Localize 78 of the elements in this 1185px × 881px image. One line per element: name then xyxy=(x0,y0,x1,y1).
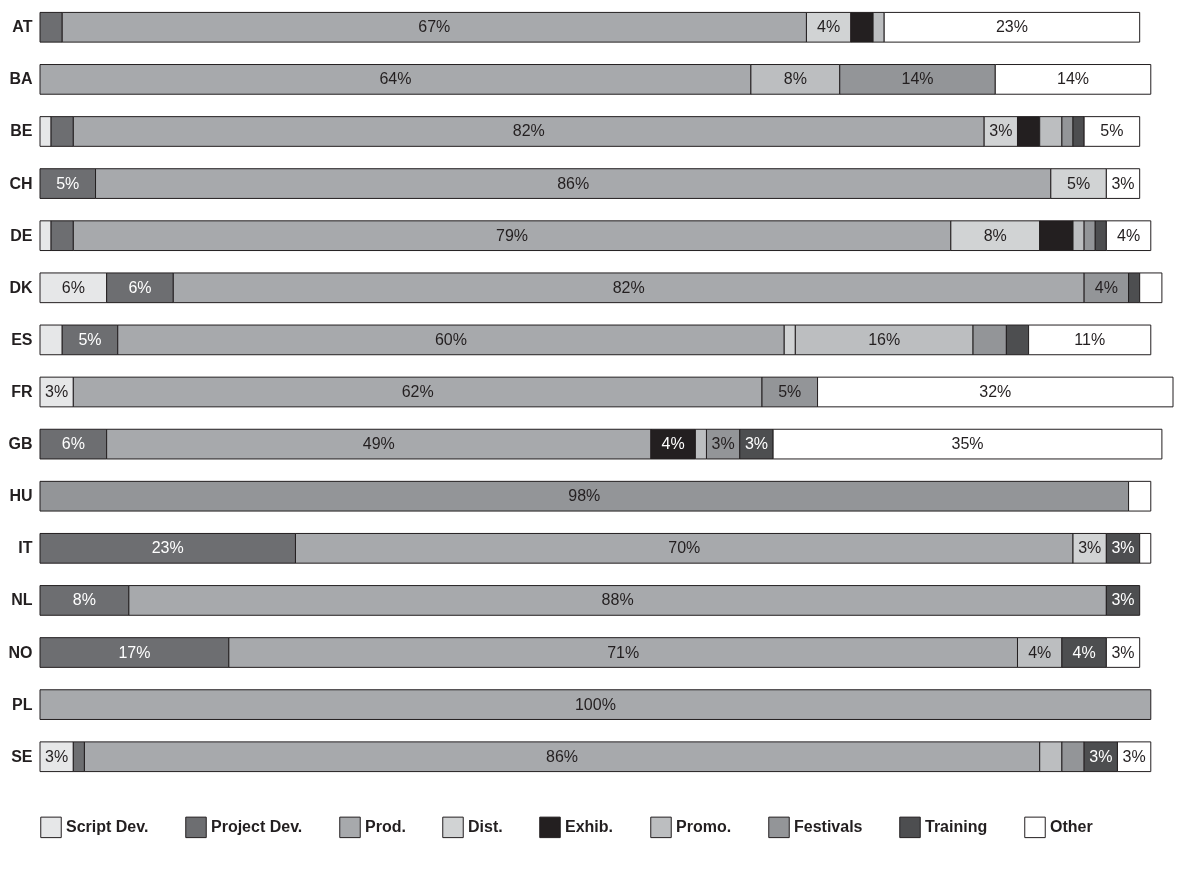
legend-label: Exhib. xyxy=(565,818,614,836)
data-label: 4% xyxy=(1028,643,1052,661)
data-label: 4% xyxy=(1117,226,1141,244)
data-label: 100% xyxy=(574,695,616,713)
y-tick-label: DE xyxy=(10,226,33,244)
data-label: 67% xyxy=(418,18,451,36)
legend-label: Training xyxy=(925,818,988,836)
y-tick-label: PL xyxy=(12,695,33,713)
data-label: 6% xyxy=(61,435,85,453)
legend-label: Other xyxy=(1050,818,1093,836)
data-label: 3% xyxy=(1089,747,1113,765)
data-label: 5% xyxy=(78,330,102,348)
data-label: 3% xyxy=(1111,539,1135,557)
data-label: 3% xyxy=(1078,539,1102,557)
data-label: 4% xyxy=(1072,643,1096,661)
data-label: 11% xyxy=(1074,330,1106,348)
data-label: 3% xyxy=(1111,643,1135,661)
data-label: 62% xyxy=(401,383,434,400)
legend-label: Project Dev. xyxy=(211,818,303,836)
data-label: 82% xyxy=(512,122,545,140)
data-label: 70% xyxy=(668,539,701,557)
data-label: 4% xyxy=(661,435,685,453)
data-label: 49% xyxy=(362,435,395,453)
data-label: 5% xyxy=(56,174,80,192)
data-label: 4% xyxy=(1094,278,1118,296)
y-tick-label: IT xyxy=(18,539,33,557)
y-tick-label: CH xyxy=(9,174,33,192)
data-label: 3% xyxy=(711,435,735,453)
y-tick-label: ES xyxy=(11,330,33,348)
y-tick-label: GB xyxy=(8,435,33,453)
data-label: 3% xyxy=(1111,174,1135,192)
y-tick-label: AT xyxy=(12,18,33,36)
legend-label: Dist. xyxy=(468,818,503,836)
data-label: 88% xyxy=(601,591,634,609)
data-label: 6% xyxy=(128,278,152,296)
y-tick-label: FR xyxy=(11,383,33,400)
data-label: 16% xyxy=(868,330,901,348)
data-label: 14% xyxy=(901,70,934,88)
data-label: 5% xyxy=(778,383,802,400)
data-label: 8% xyxy=(72,591,96,609)
y-tick-label: HU xyxy=(9,487,33,505)
bar xyxy=(39,689,1152,720)
data-label: 5% xyxy=(1100,122,1124,140)
data-label: 3% xyxy=(989,122,1013,140)
data-label: 3% xyxy=(45,383,69,400)
legend-label: Prod. xyxy=(365,818,406,836)
data-label: 60% xyxy=(434,330,468,348)
data-label: 98% xyxy=(568,487,601,505)
data-label: 86% xyxy=(557,174,590,192)
data-label: 14% xyxy=(1057,70,1090,88)
data-label: 3% xyxy=(744,435,769,453)
data-label: 6% xyxy=(61,278,85,296)
data-label: 71% xyxy=(607,643,640,661)
legend-label: Festivals xyxy=(794,818,863,836)
y-tick-label: SE xyxy=(11,747,33,765)
data-label: 17% xyxy=(118,643,151,661)
y-tick-label: NL xyxy=(11,591,33,609)
y-tick-label: DK xyxy=(9,278,33,296)
y-tick-label: NO xyxy=(8,643,33,661)
data-label: 64% xyxy=(379,70,412,88)
data-label: 35% xyxy=(951,435,984,453)
data-label: 79% xyxy=(496,226,529,244)
data-label: 3% xyxy=(45,747,69,765)
data-label: 86% xyxy=(546,747,579,765)
data-label: 4% xyxy=(817,18,841,36)
data-label: 8% xyxy=(983,226,1007,244)
legend-label: Script Dev. xyxy=(66,818,149,836)
y-tick-label: BA xyxy=(9,70,33,88)
data-label: 8% xyxy=(783,70,807,88)
data-label: 3% xyxy=(1122,747,1146,765)
data-label: 82% xyxy=(612,278,645,296)
y-tick-label: BE xyxy=(10,122,33,140)
data-label: 3% xyxy=(1111,591,1135,609)
data-label: 5% xyxy=(1067,174,1091,192)
data-label: 23% xyxy=(995,18,1028,36)
legend-label: Promo. xyxy=(676,818,732,836)
data-label: 23% xyxy=(151,539,184,557)
data-label: 32% xyxy=(979,383,1012,400)
